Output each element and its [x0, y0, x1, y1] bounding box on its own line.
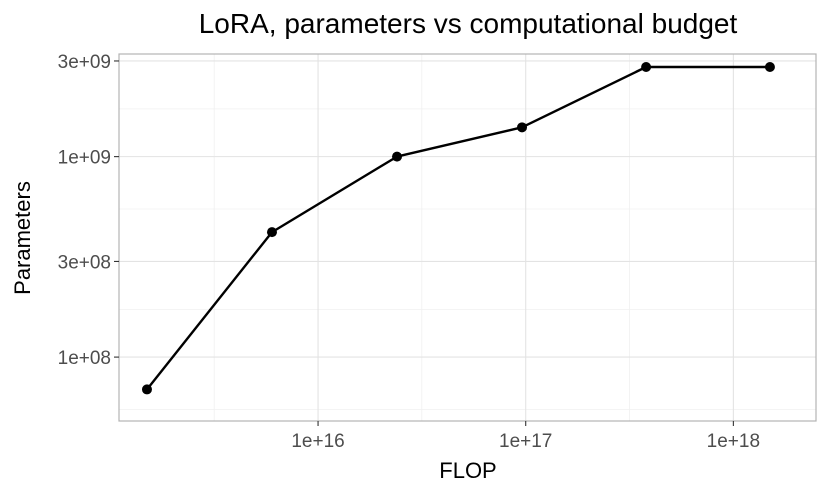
data-point [517, 122, 528, 133]
chart-title: LoRA, parameters vs computational budget [199, 8, 738, 39]
data-point [392, 151, 403, 162]
y-tick-label: 1e+09 [58, 148, 111, 169]
series-line [146, 65, 770, 391]
x-tick-label: 1e+18 [707, 431, 760, 452]
y-tick-label: 1e+08 [58, 348, 111, 369]
data-point [141, 384, 152, 395]
data-point [641, 61, 652, 72]
y-tick-label: 3e+08 [58, 252, 111, 273]
data-point [266, 227, 277, 238]
data-point [764, 61, 775, 72]
x-tick-label: 1e+17 [499, 431, 552, 452]
y-tick-label: 3e+09 [58, 52, 111, 73]
plot-panel-border [118, 53, 817, 422]
series-layer [141, 61, 775, 395]
minor-gridlines [119, 54, 816, 421]
x-axis: 1e+16 1e+17 1e+18 [291, 421, 760, 452]
y-axis-title: Parameters [10, 181, 35, 295]
major-gridlines [119, 54, 816, 421]
y-axis: 1e+08 3e+08 1e+09 3e+09 [58, 52, 119, 369]
x-tick-label: 1e+16 [291, 431, 344, 452]
x-axis-title: FLOP [439, 458, 496, 483]
